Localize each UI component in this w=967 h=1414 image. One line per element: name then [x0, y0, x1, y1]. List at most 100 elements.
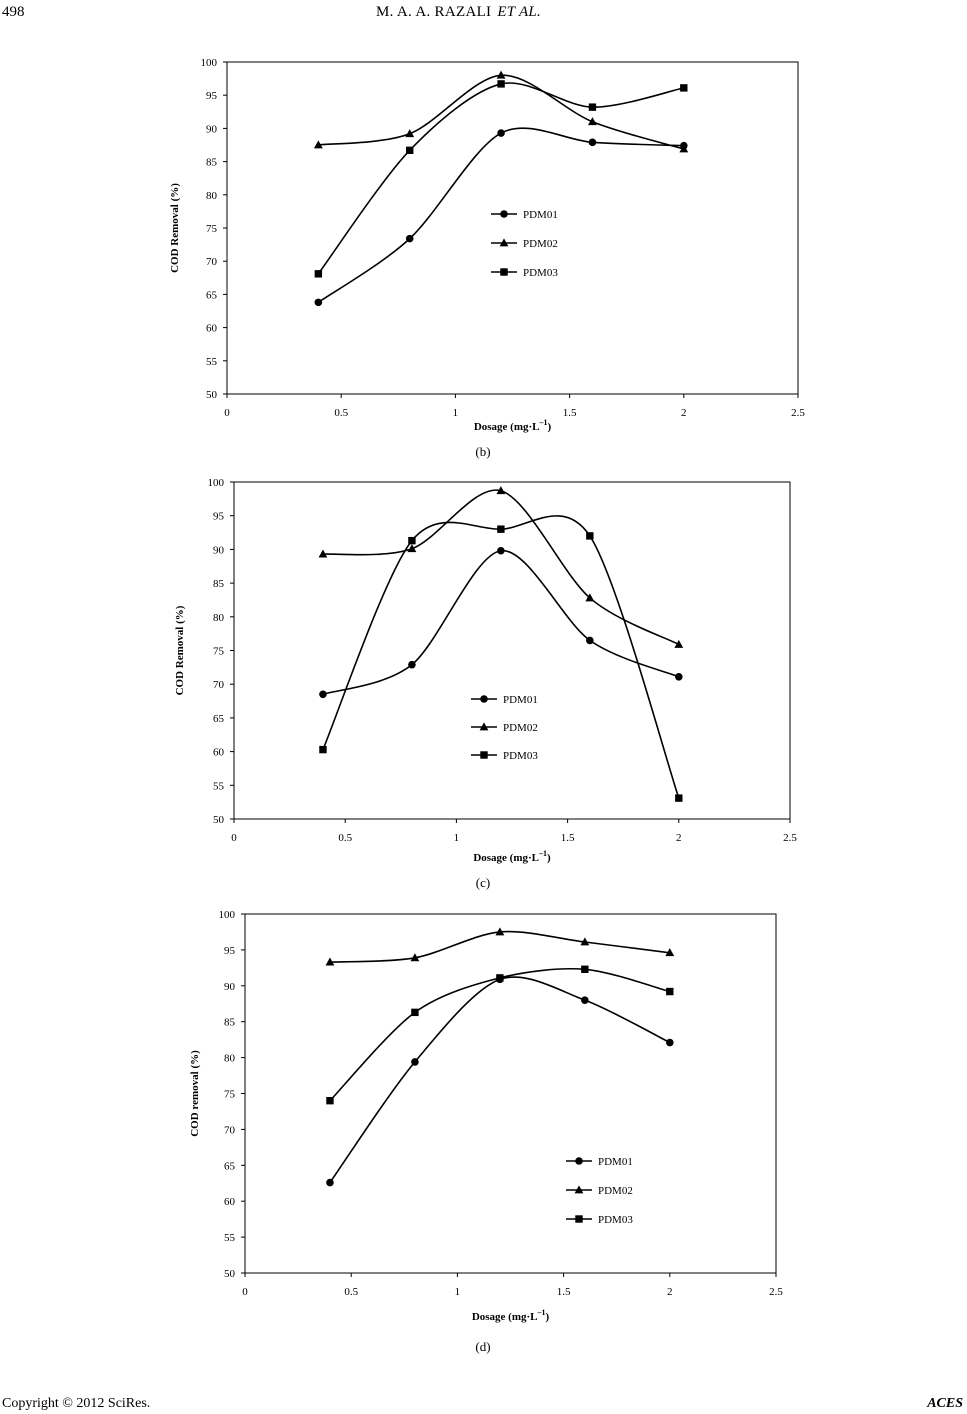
chart-b-legend-label-pdm02: PDM02	[523, 238, 558, 250]
chart-b-point-pdm02	[588, 117, 597, 126]
chart-b-ytick-label: 80	[206, 190, 218, 202]
chart-c-ytick-label: 80	[213, 612, 225, 624]
chart-d-ytick-label: 80	[224, 1053, 236, 1065]
chart-c-legend-marker-pdm01	[480, 695, 488, 703]
chart-d-xtick-label: 2.5	[769, 1286, 783, 1298]
chart-b-ytick-label: 60	[206, 323, 218, 335]
chart-d-ytick-label: 85	[224, 1017, 236, 1029]
chart-d-point-pdm03	[326, 1096, 334, 1105]
chart-d: 50 55 60 65 70 75 80 85 90 95 100 0 0.5 1 1.5 2 2.5 Dosag…	[0, 900, 967, 1362]
chart-b-legend-label-pdm01: PDM01	[523, 209, 558, 221]
chart-c-point-pdm02	[407, 544, 417, 553]
chart-b-ytick-label: 95	[206, 90, 218, 102]
chart-b-legend-marker-pdm03	[500, 268, 508, 276]
chart-c-point-pdm02	[318, 549, 328, 558]
chart-b-ytick-label: 70	[206, 256, 218, 268]
chart-d-series-line-pdm03	[329, 967, 671, 1102]
chart-d-point-pdm01	[326, 1178, 334, 1187]
chart-d-point-pdm01	[666, 1038, 674, 1047]
chart-c-point-pdm01	[319, 690, 327, 699]
chart-d-ytick-label: 95	[224, 945, 236, 957]
chart-b-xlabel: Dosage (mg·L–1)	[474, 418, 552, 433]
chart-b-xtick-label: 0	[224, 407, 230, 419]
chart-b-series-line-pdm03	[317, 82, 684, 275]
chart-b-point-pdm03	[497, 80, 505, 88]
chart-b-point-pdm02	[496, 70, 506, 79]
chart-d-legend-label-pdm03: PDM03	[598, 1214, 633, 1226]
chart-c-ytick-label: 100	[208, 477, 225, 489]
chart-d-xlabel: Dosage (mg·L–1)	[472, 1308, 550, 1323]
chart-c-xtick-label: 2.5	[783, 832, 797, 844]
chart-d-ytick-label: 50	[224, 1268, 236, 1280]
chart-b-point-pdm03	[314, 270, 323, 278]
chart-c: 50 55 60 65 70 75 80 85 90 95 100 0 0.5 1 1.5 2 2.5 Dosag…	[0, 468, 967, 896]
chart-d-point-pdm03	[411, 1008, 419, 1017]
chart-d-ytick-label: 55	[224, 1232, 236, 1244]
chart-c-point-pdm01	[408, 660, 416, 669]
chart-b-point-pdm01	[497, 129, 505, 137]
chart-b-point-pdm02	[405, 129, 415, 138]
chart-d-ytick-label: 75	[224, 1089, 236, 1101]
chart-d-ytick-label: 70	[224, 1124, 236, 1136]
chart-d-caption: (d)	[475, 1339, 490, 1354]
chart-c-ytick-label: 65	[213, 713, 225, 725]
chart-c-point-pdm01	[497, 546, 505, 555]
chart-c-legend-marker-pdm03	[480, 751, 488, 759]
chart-d-ytick-label: 65	[224, 1160, 236, 1172]
chart-c-point-pdm03	[586, 532, 594, 540]
chart-c-point-pdm01	[586, 636, 594, 645]
chart-b: 50 55 60 65 70 75 80 85 90 95 100 0 0.5 1 1.5 2 2.5 Dosag…	[0, 48, 967, 464]
chart-c-point-pdm03	[497, 525, 505, 533]
chart-b-legend-marker-pdm01	[500, 210, 508, 218]
chart-b-caption: (b)	[475, 444, 490, 459]
chart-b-xtick-label: 0.5	[334, 407, 348, 419]
chart-d-point-pdm01	[411, 1058, 419, 1066]
chart-c-xlabel: Dosage (mg·L–1)	[473, 849, 551, 864]
chart-d-point-pdm02	[495, 927, 505, 936]
chart-d-ytick-label: 60	[224, 1196, 236, 1208]
chart-d-ytick-label: 90	[224, 981, 236, 993]
chart-d-legend-marker-pdm02	[574, 1185, 584, 1194]
chart-d-xlabel-end: )	[546, 1311, 550, 1323]
chart-c-ytick-label: 85	[213, 578, 225, 590]
chart-b-xtick-label: 1	[453, 407, 459, 419]
chart-c-xlabel-end: )	[547, 852, 551, 864]
chart-d-point-pdm03	[496, 974, 504, 982]
chart-d-point-pdm01	[581, 996, 589, 1004]
chart-c-xtick-label: 0.5	[338, 832, 352, 844]
chart-d-xtick-label: 1.5	[557, 1286, 571, 1298]
chart-c-ytick-label: 60	[213, 747, 225, 759]
chart-d-plot-frame	[244, 913, 777, 1274]
chart-b-plot-frame	[226, 61, 799, 395]
chart-c-legend-label-pdm03: PDM03	[503, 750, 538, 762]
chart-c-point-pdm02	[496, 486, 506, 495]
footer-copyright: Copyright © 2012 SciRes.	[2, 1396, 151, 1411]
chart-d-series-line-pdm02	[329, 930, 670, 963]
chart-c-xlabel-sup: –1	[538, 849, 547, 858]
chart-b-xlabel-end: )	[548, 421, 552, 433]
chart-b-point-pdm03	[406, 146, 414, 155]
chart-c-legend-label-pdm02: PDM02	[503, 722, 538, 734]
chart-b-xlabel-sup: –1	[539, 418, 548, 427]
chart-b-xtick-label: 2	[681, 407, 687, 419]
chart-d-legend-marker-pdm03	[575, 1215, 583, 1223]
chart-c-series-line-pdm03	[322, 515, 680, 799]
chart-c-point-pdm03	[319, 745, 327, 754]
chart-b-xtick-label: 1.5	[563, 407, 577, 419]
chart-d-legend-marker-pdm01	[575, 1157, 583, 1165]
chart-c-ytick-label: 75	[213, 646, 225, 658]
chart-d-xtick-label: 2	[667, 1286, 673, 1298]
chart-d-point-pdm02	[410, 953, 420, 962]
chart-c-legend-marker-pdm02	[479, 722, 489, 731]
chart-b-point-pdm01	[405, 234, 414, 243]
chart-d-xtick-label: 0	[242, 1286, 248, 1298]
chart-d-point-pdm02	[665, 948, 675, 957]
chart-b-legend-marker-pdm02	[499, 238, 509, 247]
chart-d-legend-label-pdm02: PDM02	[598, 1185, 633, 1197]
chart-d-point-pdm02	[580, 937, 590, 946]
chart-c-series-line-pdm02	[322, 489, 680, 646]
chart-b-ytick-label: 55	[206, 356, 218, 368]
chart-c-legend-label-pdm01: PDM01	[503, 694, 538, 706]
chart-c-plot-frame	[233, 481, 791, 820]
chart-c-ylabel: COD Removal (%)	[174, 605, 186, 695]
